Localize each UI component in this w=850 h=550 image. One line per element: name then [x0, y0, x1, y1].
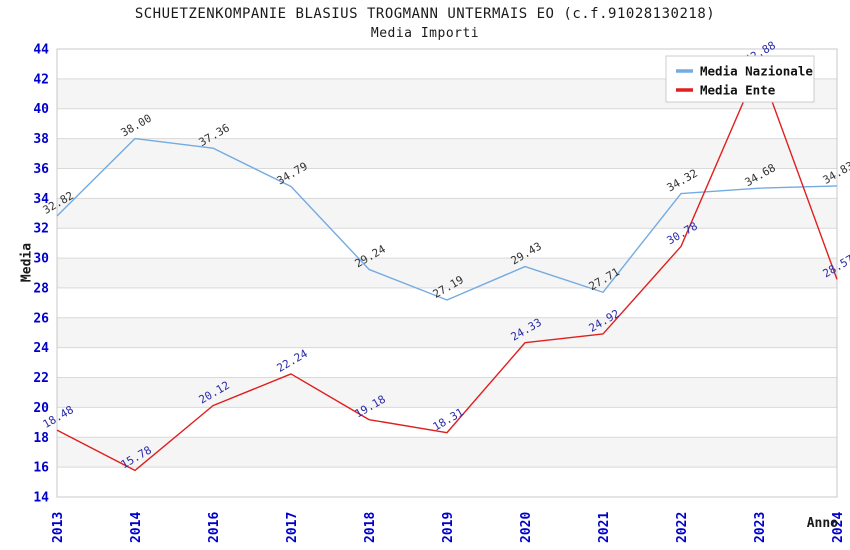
plot-band: [57, 377, 837, 408]
series-line-media-ente: [56, 65, 838, 472]
x-tick-label: 2014: [129, 512, 144, 543]
data-label: 18.31: [431, 406, 466, 434]
series-line-media-nazionale: [56, 137, 838, 301]
y-tick-label: 44: [33, 43, 49, 58]
x-tick-label: 2020: [519, 512, 534, 543]
y-tick-label: 22: [33, 371, 49, 386]
x-tick-label: 2023: [753, 512, 768, 543]
y-tick-label: 42: [33, 72, 49, 87]
y-tick-label: 24: [33, 341, 49, 356]
y-tick-label: 16: [33, 461, 49, 476]
x-tick-label: 2024: [831, 512, 846, 543]
x-tick-label: 2021: [597, 512, 612, 543]
plot-border: [56, 48, 838, 498]
y-tick-label: 40: [33, 102, 49, 117]
data-label: 22.24: [275, 347, 311, 375]
plot-band: [57, 198, 837, 229]
y-tick-label: 26: [33, 311, 49, 326]
data-label: 38.00: [119, 112, 154, 140]
x-axis-title: Anno: [806, 516, 838, 531]
legend-label-media-nazionale: Media Nazionale: [700, 64, 813, 79]
plot-band: [57, 258, 837, 288]
chart-subtitle: Media Importi: [370, 26, 480, 41]
plot-band: [57, 317, 837, 348]
plot-band: [57, 437, 837, 468]
y-tick-label: 28: [33, 281, 49, 296]
x-tick-label: 2013: [51, 512, 66, 543]
y-tick-label: 30: [33, 252, 49, 267]
y-tick-label: 14: [33, 491, 49, 506]
x-tick-label: 2018: [363, 512, 378, 543]
plot-band: [57, 138, 837, 169]
y-tick-label: 34: [33, 192, 49, 207]
data-label: 34.32: [665, 167, 700, 195]
legend-box: [665, 55, 815, 103]
y-tick-label: 20: [33, 401, 49, 416]
y-tick-label: 36: [33, 162, 49, 177]
x-tick-label: 2016: [207, 512, 222, 543]
x-tick-label: 2019: [441, 512, 456, 543]
x-tick-label: 2017: [285, 512, 300, 543]
legend-label-media-ente: Media Ente: [700, 83, 776, 98]
chart-title: SCHUETZENKOMPANIE BLASIUS TROGMANN UNTER…: [134, 6, 716, 22]
y-axis-title: Media: [19, 242, 35, 283]
y-tick-label: 32: [33, 222, 49, 237]
y-tick-label: 18: [33, 431, 49, 446]
x-tick-label: 2022: [675, 512, 690, 543]
y-tick-label: 38: [33, 132, 49, 147]
